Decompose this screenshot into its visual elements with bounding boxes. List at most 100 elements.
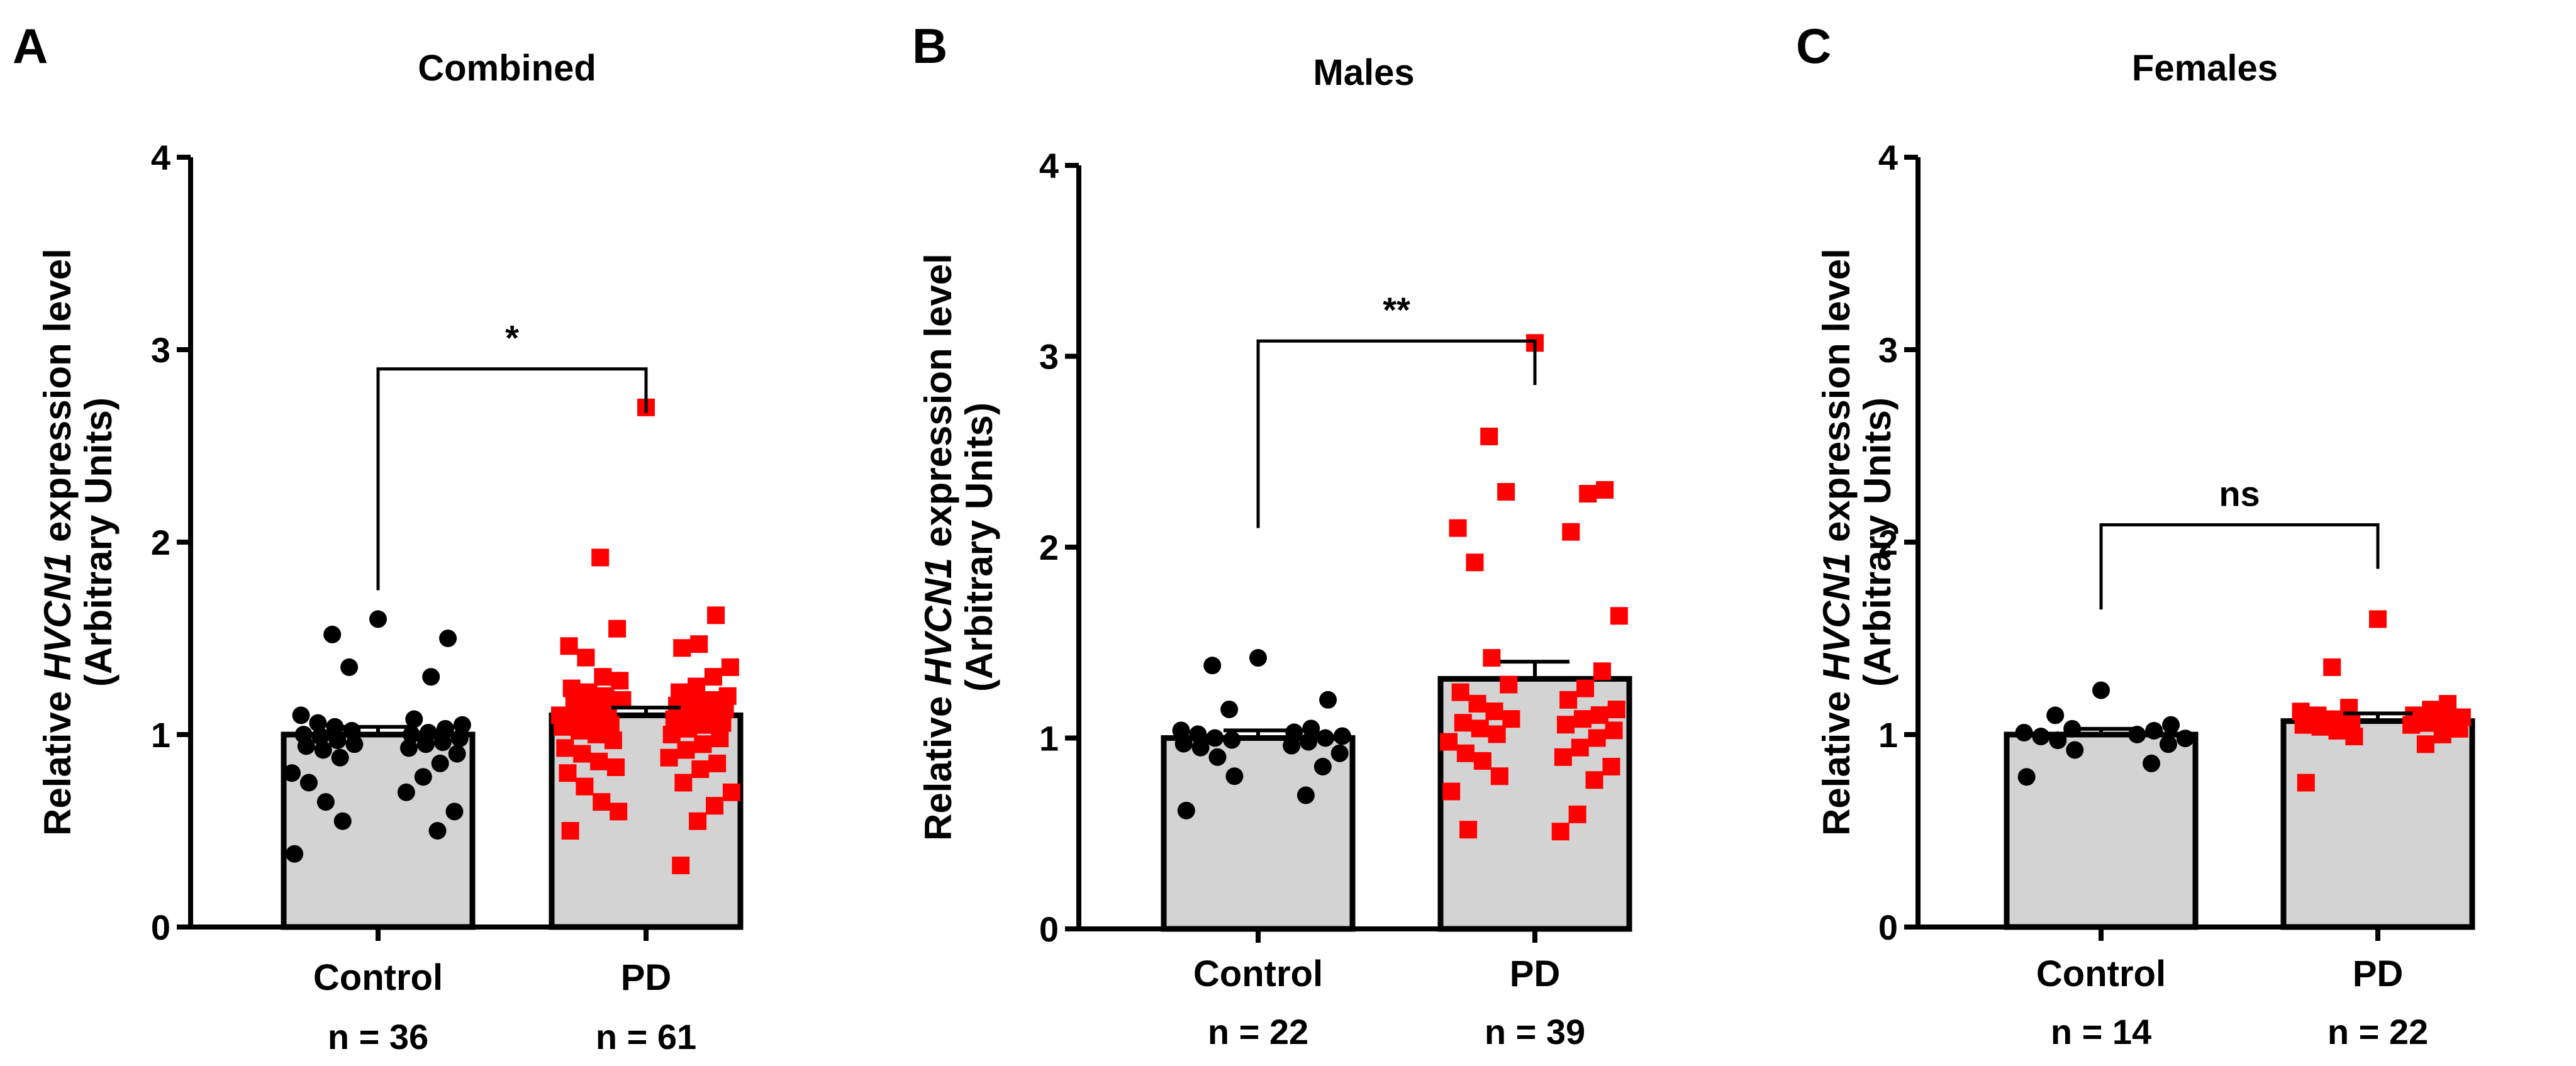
data-point (1602, 758, 1620, 776)
data-point (369, 610, 387, 628)
sample-size-label: n = 61 (596, 1017, 696, 1057)
data-point (1490, 767, 1508, 786)
data-point (2433, 726, 2451, 743)
data-point (311, 728, 330, 746)
data-point (1562, 523, 1580, 541)
y-axis-label-suffix: expression level (1815, 248, 1858, 553)
data-point (604, 731, 622, 750)
y-tick-label: 4 (1039, 146, 1059, 186)
y-axis-label-suffix: expression level (917, 253, 959, 558)
y-tick-label: 3 (1878, 330, 1898, 370)
data-point (1471, 719, 1489, 738)
data-point (326, 718, 344, 736)
data-point (2032, 728, 2050, 746)
data-point (328, 731, 347, 750)
data-point (679, 719, 698, 738)
panel-b: B Males Relative HVCN1 expression level(Ar… (912, 18, 1632, 1052)
data-point (345, 735, 364, 753)
data-point (1203, 657, 1222, 675)
data-point (587, 726, 605, 743)
significance-label: * (505, 318, 519, 358)
sample-size-label: n = 36 (328, 1017, 428, 1057)
data-point (691, 760, 710, 779)
data-point (1189, 725, 1207, 743)
y-tick-label: 0 (1039, 909, 1059, 949)
significance-bracket (2099, 523, 2380, 610)
data-point (2323, 658, 2341, 676)
data-point (1191, 738, 1210, 757)
data-point (1459, 821, 1478, 839)
data-point (286, 845, 304, 863)
data-point (706, 797, 724, 815)
y-tick-label: 1 (151, 715, 170, 755)
y-axis-label-prefix: Relative (1815, 680, 1858, 836)
panel-title: Females (2132, 48, 2278, 89)
data-point (403, 726, 421, 743)
data-point (1579, 485, 1597, 503)
data-point (610, 802, 628, 821)
y-tick-label: 0 (1878, 908, 1898, 947)
sample-size-label: n = 22 (2328, 1012, 2428, 1052)
y-tick-label: 2 (151, 523, 170, 562)
data-point (439, 630, 457, 647)
data-point (608, 619, 627, 638)
data-point (1573, 710, 1592, 728)
data-point (2294, 716, 2312, 734)
data-point (314, 741, 332, 759)
data-point (590, 752, 608, 770)
data-point (445, 802, 464, 821)
data-point (2297, 774, 2315, 792)
data-point (2143, 754, 2161, 772)
data-point (660, 748, 678, 767)
data-point (1554, 748, 1572, 766)
x-category-label: Control (313, 957, 443, 998)
data-point (2092, 681, 2110, 699)
data-point (1466, 553, 1484, 572)
data-point (2416, 735, 2434, 753)
data-point (571, 721, 589, 740)
y-tick-label: 1 (1878, 715, 1898, 755)
data-point (1588, 729, 1606, 747)
x-category-label: PD (2353, 953, 2404, 994)
data-point (1333, 727, 1351, 745)
data-point (1174, 735, 1193, 753)
x-category-label: Control (1193, 953, 1323, 994)
data-point (577, 648, 595, 667)
data-point (333, 812, 352, 830)
data-point (309, 714, 327, 732)
y-tick-label: 3 (151, 330, 170, 370)
data-point (1480, 427, 1498, 445)
data-point (1313, 758, 1332, 776)
data-point (453, 716, 471, 734)
y-tick-label: 4 (1878, 138, 1898, 177)
x-category-label: PD (621, 957, 672, 998)
data-point (1596, 480, 1614, 499)
data-point (1605, 721, 1623, 740)
data-point (1206, 729, 1224, 747)
data-point (1249, 649, 1267, 667)
data-point (1283, 736, 1301, 755)
significance-bracket (1256, 339, 1537, 528)
data-point (561, 822, 579, 840)
data-point (1571, 738, 1589, 757)
panel-letter: A (13, 18, 48, 74)
data-point (1468, 694, 1486, 713)
data-point (1585, 771, 1603, 789)
data-point (1610, 607, 1628, 625)
data-point (433, 733, 452, 752)
y-tick-label: 2 (1039, 528, 1059, 567)
sample-size-label: n = 39 (1485, 1012, 1585, 1052)
data-point (1296, 786, 1315, 804)
data-point (2046, 706, 2065, 725)
y-axis-label-units: (Arbitrary Units) (1856, 397, 1899, 687)
data-point (722, 783, 740, 801)
data-point (677, 741, 695, 759)
data-point (1330, 744, 1349, 762)
data-point (1556, 716, 1575, 734)
data-point (1302, 719, 1320, 738)
data-point (399, 739, 418, 757)
data-point (674, 774, 693, 792)
data-point (1319, 691, 1337, 709)
data-point (316, 793, 335, 811)
data-point (672, 857, 690, 875)
